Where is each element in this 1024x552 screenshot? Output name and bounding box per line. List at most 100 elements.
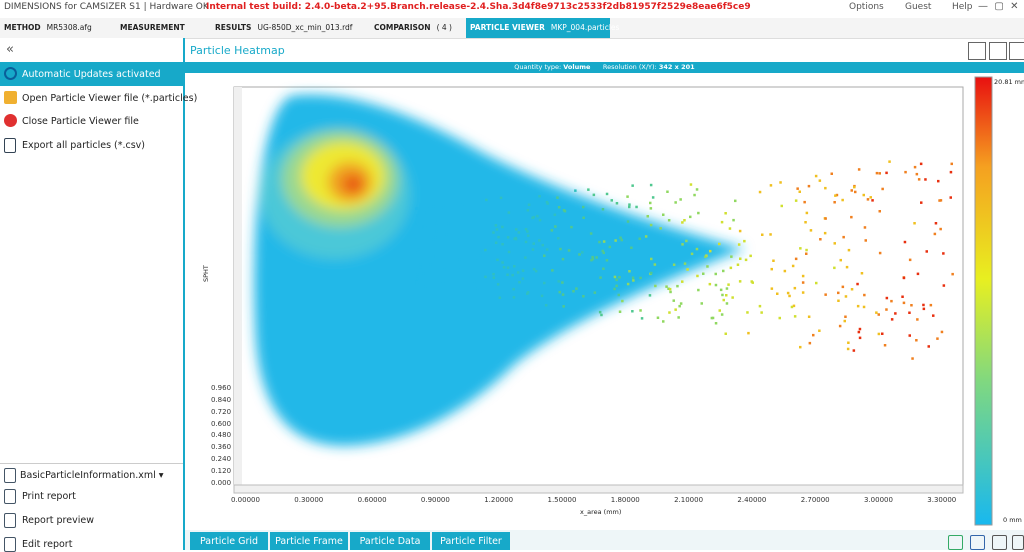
- particle-cell: [628, 270, 631, 273]
- particle-cell: [807, 184, 811, 188]
- particle-cell: [668, 287, 672, 291]
- particle-cell: [720, 313, 724, 316]
- particle-cell: [545, 200, 549, 204]
- auto-update-item[interactable]: Automatic Updates activated: [22, 69, 161, 80]
- particle-cell: [683, 262, 687, 265]
- particle-cell: [492, 231, 495, 234]
- particle-cell: [415, 270, 418, 274]
- report-preview[interactable]: Report preview: [22, 515, 94, 526]
- particle-cell: [463, 201, 466, 204]
- particle-cell: [494, 241, 498, 244]
- tab-results[interactable]: RESULTS UG-850D_xc_min_013.rdf: [215, 23, 352, 32]
- tab-measurement[interactable]: MEASUREMENT: [120, 23, 191, 32]
- particle-cell: [451, 287, 455, 290]
- tab-particle-viewer[interactable]: PARTICLE VIEWER MKP_004.particles: [466, 18, 619, 38]
- particle-cell: [838, 324, 842, 328]
- particle-cell: [506, 273, 509, 276]
- particle-cell: [475, 245, 478, 249]
- export-image-icon[interactable]: [992, 535, 1007, 550]
- export-data-icon[interactable]: [1012, 535, 1024, 550]
- tab-label: COMPARISON: [374, 23, 431, 32]
- print-report[interactable]: Print report: [22, 491, 76, 502]
- particle-cell: [883, 344, 887, 347]
- particle-cell: [567, 249, 571, 252]
- particle-cell: [516, 271, 520, 274]
- particle-cell: [672, 299, 675, 302]
- particle-cell: [783, 269, 787, 273]
- particle-cell: [416, 227, 420, 231]
- particle-cell: [415, 243, 418, 246]
- template-name: BasicParticleInformation.xml: [20, 470, 156, 481]
- particle-cell: [734, 199, 737, 203]
- close-icon: [4, 114, 17, 127]
- particle-cell: [878, 251, 882, 255]
- particle-filter-tab[interactable]: Particle Filter: [432, 532, 510, 550]
- particle-grid-tab[interactable]: Particle Grid: [190, 532, 268, 550]
- particle-cell: [615, 202, 619, 205]
- particle-cell: [543, 254, 546, 257]
- particle-cell: [415, 214, 419, 217]
- tab-comparison[interactable]: COMPARISON ( 4 ): [374, 23, 452, 32]
- particle-cell: [558, 290, 561, 294]
- edit-report[interactable]: Edit report: [22, 539, 73, 550]
- particle-cell: [845, 265, 849, 269]
- particle-cell: [517, 231, 521, 234]
- particle-cell: [799, 247, 802, 250]
- user-menu[interactable]: Guest: [905, 2, 932, 12]
- particle-cell: [852, 349, 856, 352]
- particle-cell: [553, 213, 557, 216]
- particle-cell: [592, 193, 596, 197]
- window-controls[interactable]: — ▢ ✕: [978, 1, 1019, 12]
- particle-cell: [506, 266, 510, 269]
- settings-button[interactable]: [968, 42, 986, 60]
- open-file-item[interactable]: Open Particle Viewer file (*.particles): [22, 93, 198, 104]
- save-as-icon[interactable]: [970, 535, 985, 550]
- particle-cell: [791, 264, 795, 268]
- particle-cell: [572, 290, 575, 293]
- particle-cell: [881, 187, 884, 191]
- options-menu[interactable]: Options: [849, 2, 884, 12]
- particle-cell: [761, 233, 764, 236]
- particle-cell: [823, 231, 827, 235]
- help-menu[interactable]: Help: [952, 2, 973, 12]
- particle-cell: [936, 337, 939, 340]
- close-file-item[interactable]: Close Particle Viewer file: [22, 116, 139, 127]
- particle-data-tab[interactable]: Particle Data: [350, 532, 430, 550]
- export-item[interactable]: Export all particles (*.csv): [22, 140, 146, 151]
- particle-cell: [424, 236, 427, 240]
- particle-frame-tab[interactable]: Particle Frame: [270, 532, 348, 550]
- separator: [0, 463, 183, 464]
- particle-cell: [590, 258, 593, 262]
- close-panel-button[interactable]: [1009, 42, 1024, 60]
- detach-button[interactable]: [989, 42, 1007, 60]
- build-info: Internal test build: 2.4.0-beta.2+95.Bra…: [206, 2, 751, 12]
- particle-cell: [419, 263, 422, 266]
- particle-cell: [674, 201, 677, 204]
- info-bar: Quantity type: Volume Resolution (X/Y): …: [185, 62, 1024, 73]
- report-template-select[interactable]: BasicParticleInformation.xml ▾: [20, 470, 164, 481]
- particle-cell: [885, 296, 889, 300]
- tab-method[interactable]: METHOD MR5308.afg: [4, 23, 92, 32]
- particle-cell: [856, 304, 860, 308]
- particle-cell: [878, 172, 881, 175]
- info-value: Volume: [563, 63, 591, 71]
- particle-cell: [881, 332, 884, 335]
- particle-cell: [562, 209, 566, 212]
- particle-cell: [685, 239, 688, 243]
- template-icon: [4, 468, 16, 483]
- particle-cell: [801, 291, 805, 294]
- particle-cell: [416, 222, 420, 226]
- particle-cell: [700, 302, 703, 305]
- particle-cell: [808, 341, 812, 345]
- save-icon[interactable]: [948, 535, 963, 550]
- particle-cell: [875, 171, 879, 175]
- particle-cell: [447, 285, 450, 288]
- h-scrollbar[interactable]: [233, 484, 964, 494]
- particle-cell: [468, 261, 471, 264]
- collapse-button[interactable]: «: [6, 42, 14, 57]
- particle-cell: [950, 162, 953, 166]
- particle-cell: [890, 318, 894, 321]
- particle-cell: [492, 272, 495, 276]
- particle-cell: [940, 330, 944, 334]
- v-scrollbar[interactable]: [234, 87, 242, 485]
